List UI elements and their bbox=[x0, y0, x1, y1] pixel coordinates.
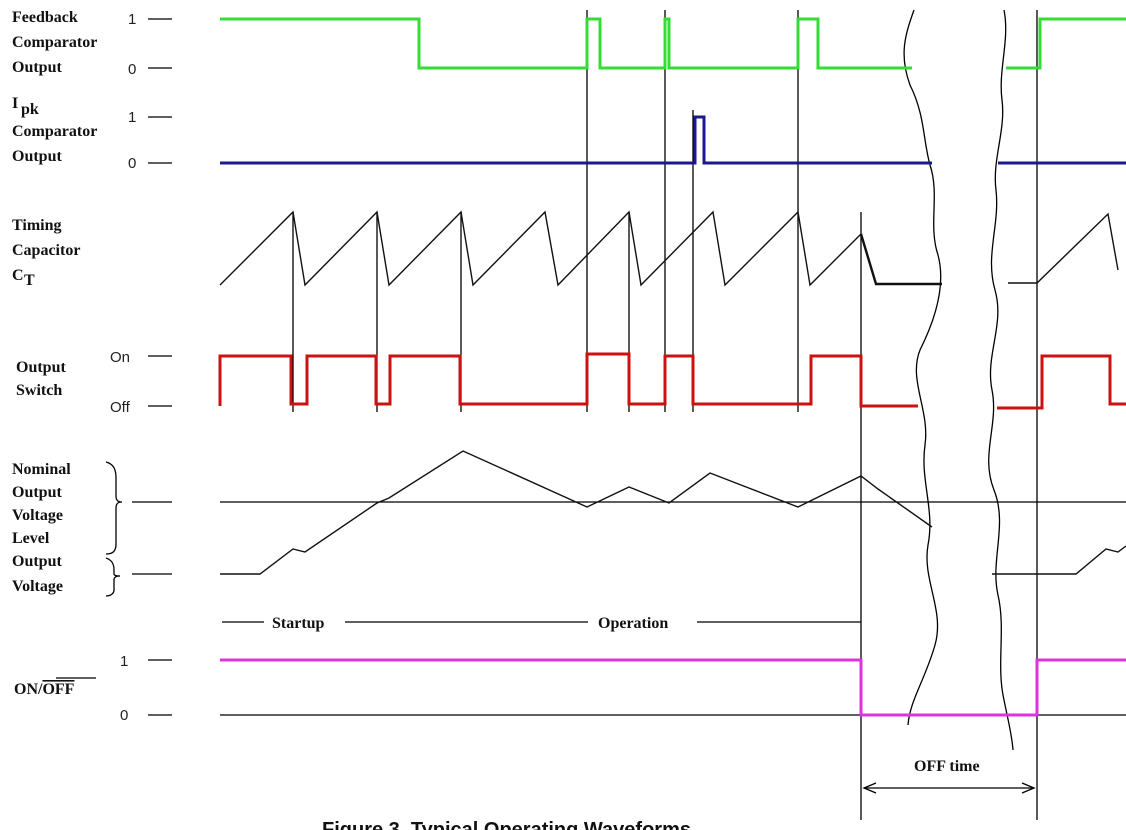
output-voltage-section: Nominal Output Voltage Level Output Volt… bbox=[12, 450, 1126, 597]
timing-label-line2: Capacitor bbox=[12, 242, 80, 259]
timing-label-line1: Timing bbox=[12, 217, 62, 234]
ipk-label-subscript: pk bbox=[21, 101, 39, 118]
timing-label-C: C bbox=[12, 267, 24, 284]
feedback-tick-1-label: 1 bbox=[128, 11, 136, 28]
nominal-brace bbox=[105, 461, 123, 555]
break-edges bbox=[903, 9, 1014, 751]
switch-tick-off-label: Off bbox=[110, 399, 131, 416]
figure-caption: Figure 3. Typical Operating Waveforms bbox=[322, 819, 691, 830]
off-time-dimension: OFF time bbox=[862, 758, 1036, 794]
off-time-label: OFF time bbox=[914, 758, 980, 775]
off-time-arrow-left bbox=[862, 782, 877, 794]
on-off-tick-0-label: 0 bbox=[120, 707, 128, 724]
ipk-waveform bbox=[220, 115, 932, 165]
ipk-label-line2: Comparator bbox=[12, 123, 97, 140]
on-off-section: ON/OFF 1 0 bbox=[14, 653, 1126, 724]
event-lines bbox=[292, 10, 1038, 820]
nominal-label-line4: Level bbox=[12, 530, 50, 547]
ipk-label-I: I bbox=[12, 95, 18, 112]
timing-discharge bbox=[859, 233, 942, 286]
feedback-label-line3: Output bbox=[12, 59, 62, 76]
ipk-tick-0-label: 0 bbox=[128, 155, 136, 172]
phase-operation: Operation bbox=[598, 615, 668, 632]
ipk-label-line3: Output bbox=[12, 148, 62, 165]
feedback-waveform-after-break bbox=[1006, 17, 1126, 70]
output-voltage-brace bbox=[105, 557, 121, 597]
on-off-tick-1-label: 1 bbox=[120, 653, 128, 670]
ipk-comparator-section: I pk Comparator Output 1 0 bbox=[12, 95, 1126, 172]
break-edge-left bbox=[903, 9, 942, 726]
output-switch-section: Output Switch On Off bbox=[16, 349, 1126, 416]
phase-startup: Startup bbox=[272, 615, 325, 632]
switch-label-line1: Output bbox=[16, 359, 66, 376]
output-voltage-label-line2: Voltage bbox=[12, 578, 63, 595]
feedback-label-line2: Comparator bbox=[12, 34, 97, 51]
phase-labels: Startup Operation bbox=[222, 615, 861, 632]
feedback-label-line1: Feedback bbox=[12, 9, 78, 26]
timing-after-break bbox=[1008, 212, 1119, 284]
timing-label-subscript: T bbox=[24, 272, 35, 289]
on-off-label: ON/OFF bbox=[14, 681, 75, 698]
nominal-label-line3: Voltage bbox=[12, 507, 63, 524]
feedback-comparator-section: Feedback Comparator Output 1 0 bbox=[12, 9, 1126, 78]
timing-sawtooth bbox=[219, 210, 862, 287]
switch-label-line2: Switch bbox=[16, 382, 62, 399]
timing-capacitor-section: Timing Capacitor C T bbox=[12, 210, 1119, 289]
output-voltage-after-break bbox=[992, 545, 1126, 575]
switch-tick-on-label: On bbox=[110, 349, 130, 366]
on-off-label-off: OFF bbox=[42, 681, 74, 698]
off-time-arrow-right bbox=[1021, 782, 1036, 794]
on-off-waveform bbox=[220, 658, 1126, 717]
on-off-label-on: ON/ bbox=[14, 681, 43, 698]
output-voltage-waveform bbox=[220, 450, 933, 575]
switch-waveform-after-break bbox=[997, 354, 1126, 410]
feedback-waveform bbox=[220, 17, 912, 70]
nominal-label-line1: Nominal bbox=[12, 461, 71, 478]
switch-waveform bbox=[218, 352, 918, 408]
nominal-label-line2: Output bbox=[12, 484, 62, 501]
output-voltage-label-line1: Output bbox=[12, 553, 62, 570]
feedback-tick-0-label: 0 bbox=[128, 61, 136, 78]
ipk-tick-1-label: 1 bbox=[128, 109, 136, 126]
break-edge-right bbox=[988, 9, 1014, 751]
